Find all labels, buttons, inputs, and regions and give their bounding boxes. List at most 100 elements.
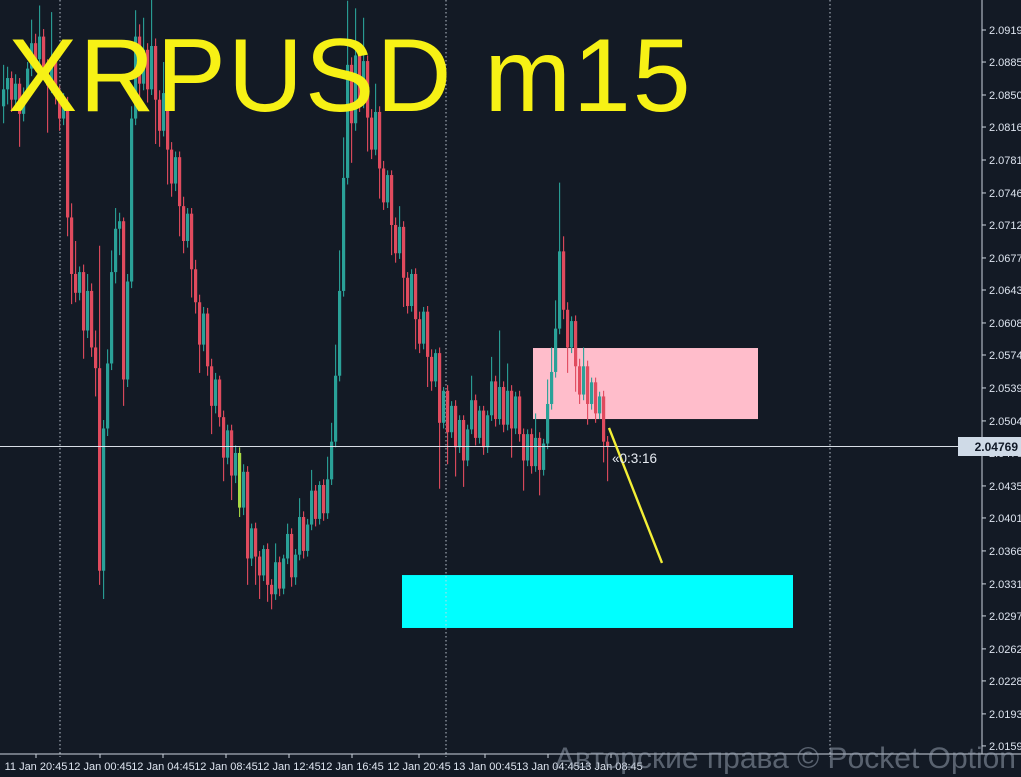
candle-body [314, 490, 318, 519]
time-tick-label: 12 Jan 08:45 [194, 761, 258, 773]
candle-body [38, 36, 42, 60]
resistance-zone[interactable] [533, 348, 758, 420]
candle-body [326, 479, 330, 514]
candle-body [118, 221, 122, 229]
price-tick-label: 2.07810 [989, 155, 1021, 167]
candle-body [526, 434, 530, 461]
candle-body [442, 390, 446, 423]
candle-body [466, 429, 470, 461]
candle-body [542, 443, 546, 470]
candle-body [174, 157, 178, 184]
candle-body [270, 584, 274, 595]
candle-body [426, 311, 430, 357]
time-tick-label: 11 Jan 20:45 [5, 761, 68, 773]
candle-body [222, 417, 226, 458]
candle-body [226, 430, 230, 458]
time-tick-label: 13 Jan 00:45 [453, 761, 517, 773]
candle-body [274, 562, 278, 595]
candle-body [50, 62, 54, 86]
candle-body [86, 290, 90, 331]
candle-body [18, 83, 22, 114]
candle-body [474, 400, 478, 438]
candle-body [310, 490, 314, 525]
candle-body [498, 387, 502, 420]
candle-body [26, 68, 30, 95]
candle-body [294, 554, 298, 578]
candle-body [250, 528, 254, 559]
candle-body [370, 117, 374, 150]
candle-body [570, 321, 574, 348]
candle-body [70, 217, 74, 274]
candle-body [550, 371, 554, 404]
price-tick-label: 2.01930 [989, 709, 1021, 721]
time-tick-label: 12 Jan 04:45 [131, 761, 195, 773]
candle-body [350, 64, 354, 124]
candle-body [102, 428, 106, 571]
candle-body [58, 93, 62, 119]
candle-body [258, 556, 262, 576]
price-tick-label: 2.01590 [989, 741, 1021, 753]
candle-body [454, 405, 458, 448]
price-tick-label: 2.06080 [989, 318, 1021, 330]
candle-body [186, 213, 190, 242]
candle-body [342, 177, 346, 291]
price-tick-label: 2.05040 [989, 416, 1021, 428]
candle-body [74, 273, 78, 293]
candle-body [298, 517, 302, 555]
candle-body [134, 36, 138, 119]
candle-body [286, 533, 290, 559]
candle-body [518, 396, 522, 435]
candle-body [478, 410, 482, 438]
price-tick-label: 2.05740 [989, 350, 1021, 362]
candle-body [126, 281, 130, 380]
candle-body [602, 396, 606, 442]
price-tick-label: 2.02970 [989, 611, 1021, 623]
price-tick-label: 2.06770 [989, 253, 1021, 265]
price-tick-label: 2.07120 [989, 220, 1021, 232]
candle-body [394, 224, 398, 254]
time-tick-label: 13 Jan 08:45 [579, 761, 643, 773]
candle-body [158, 99, 162, 131]
price-tick-label: 2.02620 [989, 644, 1021, 656]
candle-body [554, 328, 558, 372]
time-tick-label: 13 Jan 04:45 [516, 761, 580, 773]
price-tick-label: 2.09190 [989, 25, 1021, 37]
candle-body [362, 61, 366, 103]
candle-body [458, 419, 462, 448]
candle-body [334, 375, 338, 442]
candle-body [482, 410, 486, 448]
candle-body [78, 272, 82, 293]
price-tick-label: 2.06430 [989, 285, 1021, 297]
candle-body [390, 175, 394, 225]
candle-body [234, 452, 238, 476]
candle-body [62, 102, 66, 119]
candle-body [302, 517, 306, 551]
candle-body [586, 366, 590, 404]
candle-countdown-timer: «0:3:16 [612, 451, 658, 466]
candle-body [434, 353, 438, 382]
candle-body [398, 226, 402, 254]
trend-line[interactable] [607, 427, 664, 564]
candle-body [330, 441, 334, 480]
candle-body [214, 379, 218, 406]
candle-body [138, 36, 142, 84]
candle-body [346, 64, 350, 178]
candle-body [218, 379, 222, 418]
candle-body [506, 390, 510, 425]
candle-body [22, 94, 26, 114]
candle-body [198, 302, 202, 345]
candle-body [94, 347, 98, 369]
candle-body [606, 441, 610, 447]
candle-body [438, 353, 442, 423]
candle-body [562, 251, 566, 310]
candle-body [530, 434, 534, 467]
candle-body [246, 471, 250, 559]
candle-body [82, 272, 86, 331]
candle-body [566, 309, 570, 348]
price-tick-label: 2.03660 [989, 546, 1021, 558]
candle-body [202, 313, 206, 345]
price-tick-label: 2.03310 [989, 579, 1021, 591]
support-zone[interactable] [402, 575, 793, 628]
candle-body [462, 419, 466, 461]
